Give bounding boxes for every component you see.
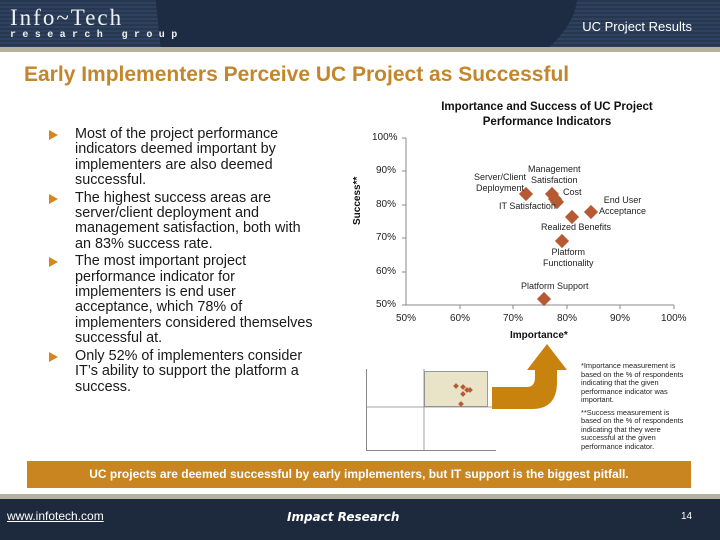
triangle-bullet-icon (49, 130, 58, 140)
point-label: Management Satisfaction (528, 164, 581, 185)
footer-divider (0, 494, 720, 499)
y-tick: 100% (372, 132, 398, 143)
bullet-text: The highest success areas are server/cli… (75, 189, 301, 252)
x-tick: 90% (610, 313, 631, 324)
footnote-success: **Success measurement is based on the % … (581, 407, 684, 451)
section-title: UC Project Results (582, 19, 692, 34)
point-label: Cost (563, 187, 582, 197)
x-tick: 80% (557, 313, 578, 324)
footnote-importance: *Importance measurement is based on the … (581, 361, 684, 404)
bullet-list: Most of the project performance indicato… (48, 126, 313, 397)
y-tick: 50% (376, 299, 397, 310)
bullet-text: Only 52% of implementers consider IT’s a… (75, 347, 303, 395)
page-title: Early Implementers Perceive UC Project a… (24, 63, 570, 86)
triangle-bullet-icon (49, 351, 58, 362)
triangle-bullet-icon (49, 193, 58, 204)
bullet-item: The most important project performance i… (48, 254, 313, 346)
website-link[interactable]: www.infotech.com (7, 509, 104, 523)
point-label: Platform Functionality (543, 247, 594, 268)
y-tick: 90% (376, 165, 397, 176)
summary-banner: UC projects are deemed successful by ear… (27, 461, 691, 488)
logo-main: Info~Tech (10, 5, 124, 30)
footnotes: *Importance measurement is based on the … (581, 361, 691, 455)
highlight-region (424, 371, 488, 407)
point-label: End User Acceptance (599, 195, 647, 216)
page-number: 14 (681, 511, 693, 522)
y-axis-title: Success** (352, 176, 363, 225)
bullet-item: Only 52% of implementers consider IT’s a… (48, 347, 313, 395)
point-label: IT Satisfaction (499, 201, 556, 211)
bullet-text: The most important project performance i… (75, 253, 313, 347)
thumbnail-chart (358, 365, 498, 453)
bullet-item: Most of the project performance indicato… (48, 126, 313, 189)
x-tick: 70% (503, 313, 524, 324)
chart-title: Importance and Success of UC Project Per… (441, 101, 653, 128)
point-label: Server/Client Deployment (474, 172, 527, 193)
logo: Info~Tech research group (10, 6, 184, 41)
triangle-bullet-icon (49, 257, 58, 268)
y-tick: 70% (376, 232, 397, 243)
point-label: Realized Benefits (541, 222, 612, 232)
bullet-item: The highest success areas are server/cli… (48, 189, 313, 253)
x-tick: 60% (450, 313, 471, 324)
x-tick: 100% (661, 313, 687, 324)
x-axis-title: Importance* (510, 330, 568, 341)
bullet-text: Most of the project performance indicato… (75, 126, 279, 189)
header-bar: Info~Tech research group UC Project Resu… (0, 0, 720, 47)
y-tick: 60% (376, 266, 397, 277)
footer-bar: www.infotech.com Impact Research 14 (0, 499, 720, 540)
footer-tagline: Impact Research (287, 510, 400, 524)
curved-arrow-icon (492, 344, 567, 409)
x-tick: 50% (396, 313, 417, 324)
y-tick: 80% (376, 199, 397, 210)
logo-sub: research group (10, 30, 184, 41)
point-label: Platform Support (521, 281, 589, 291)
header-divider (0, 47, 720, 52)
